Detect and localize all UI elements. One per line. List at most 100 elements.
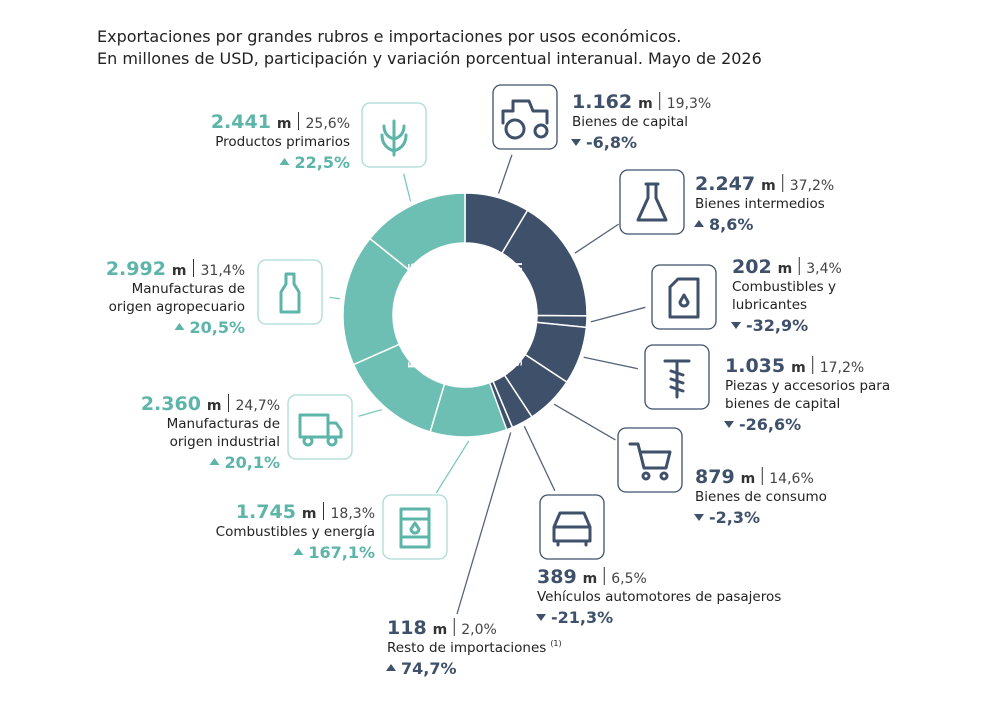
- icon-glyph: [504, 118, 526, 140]
- category-label: Vehículos automotores de pasajeros: [537, 589, 781, 605]
- leader-line: [590, 306, 646, 323]
- share: 18,3%: [331, 506, 375, 522]
- footnote-mark: (1): [550, 639, 561, 648]
- category-label: Manufacturas de: [132, 281, 245, 297]
- icon-glyph: [636, 182, 668, 222]
- title: Exportaciones por grandes rubros e impor…: [97, 27, 681, 46]
- icon-glyph: [533, 123, 549, 139]
- leader-line: [583, 356, 639, 370]
- amount: 2.441: [211, 111, 271, 133]
- change: 74,7%: [401, 659, 457, 678]
- leader-line: [329, 296, 341, 300]
- change: -32,9%: [746, 316, 808, 335]
- amount: 202: [732, 256, 772, 278]
- unit: m: [277, 116, 292, 132]
- icon-glyph: [302, 435, 314, 447]
- amount: 389: [537, 566, 577, 588]
- category-label: Combustibles y: [732, 279, 836, 295]
- unit: m: [778, 261, 793, 277]
- share: 17,2%: [820, 360, 864, 376]
- icon-glyph: [380, 119, 408, 157]
- leader-line: [553, 403, 616, 441]
- change: 22,5%: [294, 153, 350, 172]
- amount: 2.360: [141, 393, 201, 415]
- icon-glyph: [326, 435, 338, 447]
- icon-glyph: [501, 99, 549, 125]
- icon-box: [257, 259, 323, 325]
- icon: [361, 102, 427, 168]
- ring-label: IMPORTACIONES: [512, 262, 523, 368]
- category-label: origen agropecuario: [109, 299, 245, 315]
- icon-glyph: [552, 511, 592, 547]
- leader-line: [497, 154, 513, 194]
- amount: 2.247: [695, 173, 755, 195]
- amount: 118: [387, 617, 427, 639]
- icon: [539, 494, 605, 560]
- icon: [651, 264, 717, 330]
- export-segment: [368, 192, 466, 271]
- leader-line: [358, 409, 383, 417]
- leader-line: [574, 223, 620, 254]
- ring-label: EXPORTACIONES: [407, 262, 418, 368]
- category-label: lubricantes: [732, 297, 807, 313]
- category-label: Manufacturas de: [167, 416, 280, 432]
- icon-glyph: [279, 272, 301, 314]
- icon-glyph: [659, 471, 669, 481]
- icon: [287, 394, 353, 460]
- change-arrow: [209, 458, 220, 465]
- category-label: Bienes intermedios: [695, 196, 825, 212]
- change-arrow: [724, 421, 734, 428]
- change: 20,5%: [189, 318, 245, 337]
- share: 6,5%: [611, 571, 647, 587]
- change: -6,8%: [586, 133, 637, 152]
- icon-box: [492, 84, 558, 150]
- unit: m: [791, 360, 806, 376]
- change-arrow: [279, 158, 290, 165]
- leader-line: [456, 432, 512, 615]
- share: 24,7%: [236, 398, 280, 414]
- change: -2,3%: [709, 508, 760, 527]
- unit: m: [638, 96, 653, 112]
- amount: 1.745: [236, 501, 296, 523]
- unit: m: [433, 622, 448, 638]
- change: 167,1%: [308, 543, 375, 562]
- share: 19,3%: [667, 96, 711, 112]
- share: 37,2%: [790, 178, 834, 194]
- icon-box: [382, 494, 448, 560]
- change-arrow: [293, 548, 304, 555]
- amount: 1.035: [725, 355, 785, 377]
- category-label: Bienes de capital: [572, 114, 688, 130]
- change: -21,3%: [551, 608, 613, 627]
- change: 8,6%: [709, 215, 753, 234]
- icon: [382, 494, 448, 560]
- category-label: Piezas y accesorios para: [725, 378, 890, 394]
- unit: m: [761, 178, 776, 194]
- category-label: Combustibles y energía: [216, 524, 375, 540]
- icon-glyph: [668, 277, 700, 319]
- title: En millones de USD, participación y vari…: [97, 49, 762, 68]
- icon-glyph: [663, 359, 691, 399]
- share: 3,4%: [806, 261, 842, 277]
- icon-box: [617, 427, 683, 493]
- share: 2,0%: [461, 622, 497, 638]
- change-arrow: [694, 514, 704, 521]
- category-label: Productos primarios: [215, 134, 350, 150]
- change: 20,1%: [224, 453, 280, 472]
- category-label: Resto de importaciones: [387, 640, 546, 656]
- unit: m: [207, 398, 222, 414]
- icon: [619, 169, 685, 235]
- category-label: origen industrial: [170, 434, 280, 450]
- icon-glyph: [399, 507, 431, 549]
- icon: [492, 84, 558, 150]
- amount: 1.162: [572, 91, 632, 113]
- category-label: Bienes de consumo: [695, 489, 827, 505]
- unit: m: [583, 571, 598, 587]
- change-arrow: [386, 664, 396, 671]
- icon-glyph: [298, 413, 343, 439]
- unit: m: [172, 263, 187, 279]
- unit: m: [302, 506, 317, 522]
- icon-glyph: [628, 442, 672, 470]
- icon-box: [287, 394, 353, 460]
- change: -26,6%: [739, 415, 801, 434]
- unit: m: [741, 471, 756, 487]
